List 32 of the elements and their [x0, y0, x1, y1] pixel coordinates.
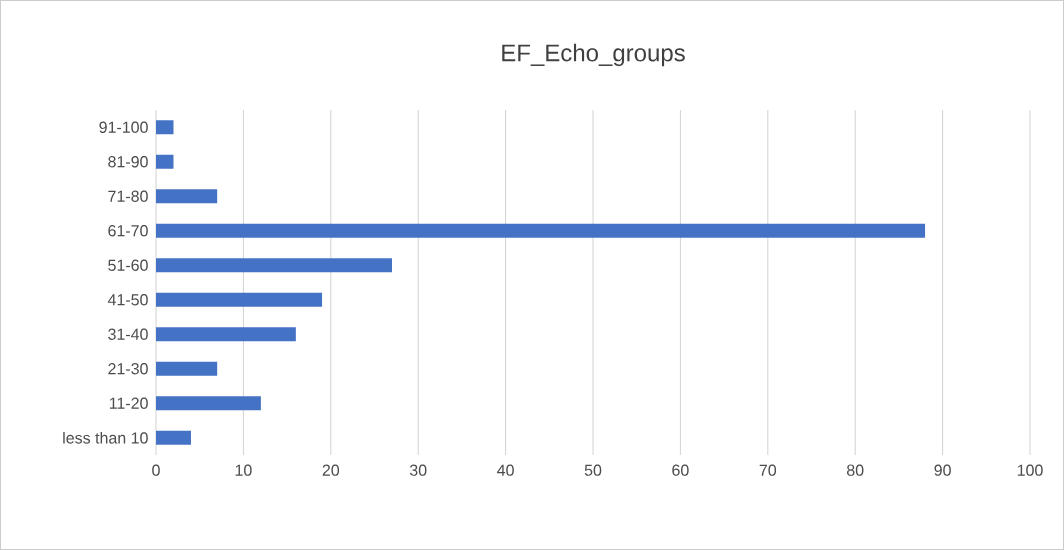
- x-tick-label: 90: [934, 464, 951, 476]
- y-tick-label: 81-90: [108, 156, 148, 168]
- x-tick-label: 0: [152, 464, 160, 476]
- x-tick-label: 60: [672, 464, 689, 476]
- x-tick-label: 20: [322, 464, 340, 476]
- bar: [156, 327, 296, 342]
- x-tick-label: 50: [584, 464, 602, 476]
- y-tick-label: 61-70: [108, 225, 148, 237]
- x-tick-label: 100: [1017, 464, 1043, 476]
- bar: [156, 154, 174, 169]
- x-tick-label: 70: [759, 464, 777, 476]
- y-tick-label: 31-40: [108, 328, 148, 340]
- x-tick-label: 30: [409, 464, 427, 476]
- y-tick-label: 21-30: [108, 363, 148, 375]
- y-tick-label: 11-20: [109, 397, 148, 409]
- bar: [156, 189, 218, 204]
- x-tick-label: 10: [235, 464, 252, 476]
- y-tick-label: 71-80: [108, 190, 148, 202]
- bar: [156, 430, 191, 445]
- chart-title: EF_Echo_groups: [502, 43, 685, 67]
- bar: [156, 223, 926, 238]
- x-tick-label: 40: [497, 464, 514, 476]
- bar: [156, 258, 392, 273]
- bar: [156, 120, 174, 135]
- x-tick-label: 80: [847, 464, 864, 476]
- bar: [156, 396, 261, 411]
- y-tick-label: 51-60: [108, 259, 148, 271]
- y-tick-label: 41-50: [107, 294, 148, 306]
- y-tick-label: less than 10: [63, 431, 148, 444]
- y-tick-label: 91-100: [99, 121, 148, 133]
- bar: [156, 361, 218, 376]
- bar: [156, 292, 323, 307]
